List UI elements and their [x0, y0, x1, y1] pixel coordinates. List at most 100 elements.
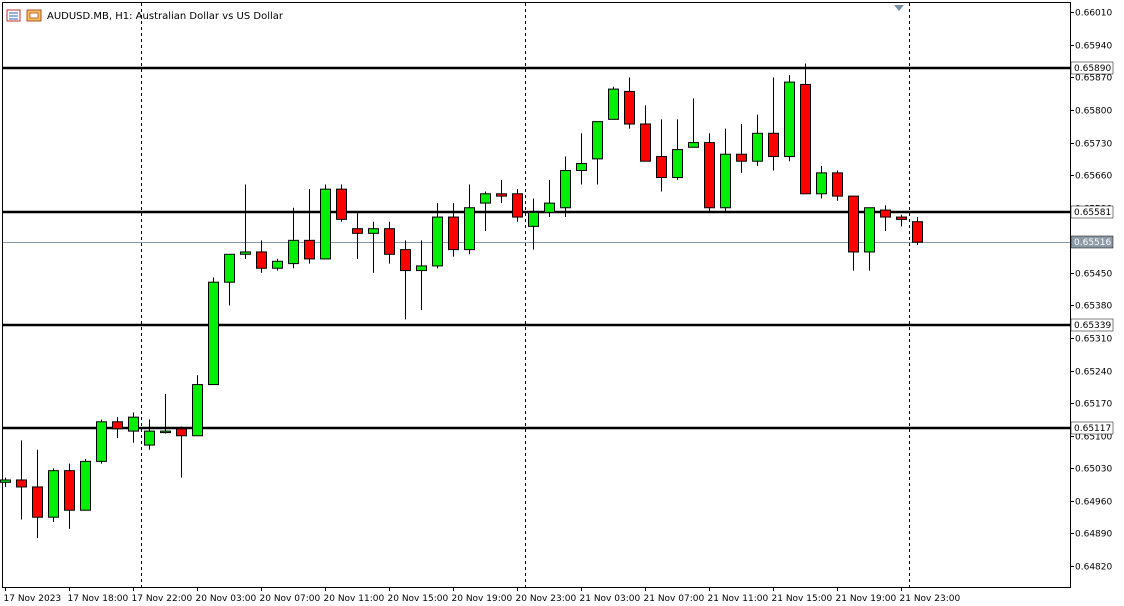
time-tick-label: 21 Nov 07:00: [644, 594, 705, 604]
candle-body: [608, 88, 619, 120]
candle-body: [48, 470, 59, 518]
price-tick-label: 0.65450: [1075, 270, 1112, 280]
candle-body: [320, 188, 331, 260]
candle-body: [176, 428, 187, 437]
candle: [864, 207, 875, 271]
candle-body: [544, 202, 555, 213]
candle-body: [848, 195, 859, 253]
candle: [320, 184, 331, 260]
candle-body: [112, 421, 123, 430]
level-price-tag: 0.65890: [1070, 61, 1114, 75]
candle-body: [160, 430, 171, 434]
candle: [256, 240, 267, 273]
candle: [416, 240, 427, 311]
candle: [112, 417, 123, 439]
candle: [16, 440, 27, 520]
candle: [160, 393, 171, 434]
time-tick-label: 20 Nov 19:00: [452, 594, 513, 604]
candle: [128, 412, 139, 443]
candle: [800, 63, 811, 195]
candle: [816, 165, 827, 199]
candle: [32, 449, 43, 539]
candle: [704, 133, 715, 213]
price-tick-label: 0.64820: [1075, 563, 1112, 573]
candle: [512, 189, 523, 222]
candle: [848, 195, 859, 271]
candle-body: [96, 421, 107, 462]
candle-body: [144, 430, 155, 446]
candle: [96, 419, 107, 464]
time-scale: 17 Nov 2023 17 Nov 18:00 17 Nov 22:00 20 No…: [4, 587, 961, 604]
candle-body: [720, 153, 731, 209]
candle-body: [528, 211, 539, 227]
candle-body: [832, 172, 843, 197]
candle-body: [768, 132, 779, 158]
price-tick-label: 0.65730: [1075, 140, 1112, 150]
candle-body: [592, 121, 603, 160]
price-tags: 0.65890 0.65581 0.65339 0.65117 0.65516: [1070, 61, 1114, 435]
candle: [432, 203, 443, 269]
price-scale: 0.66010 0.65940 0.65870 0.65800 0.65730 0.656…: [1070, 9, 1112, 573]
candle-body: [480, 193, 491, 204]
candle-body: [672, 149, 683, 179]
candle-body: [512, 193, 523, 218]
price-tick-label: 0.65660: [1075, 172, 1112, 182]
candle-body: [256, 251, 267, 269]
time-tick-label: 21 Nov 03:00: [580, 594, 641, 604]
candle: [288, 207, 299, 269]
price-tick-label: 0.65940: [1075, 42, 1112, 52]
candle: [544, 179, 555, 218]
price-tick-label: 0.65170: [1075, 400, 1112, 410]
candle: [368, 221, 379, 273]
time-tick-label: 17 Nov 22:00: [132, 594, 193, 604]
candle-body: [576, 163, 587, 172]
candle-body: [880, 209, 891, 218]
time-tick-label: 20 Nov 07:00: [260, 594, 321, 604]
candle: [48, 468, 59, 522]
plot-area[interactable]: [2, 2, 1071, 588]
candle: [144, 419, 155, 450]
time-tick-label: 21 Nov 23:00: [900, 594, 961, 604]
price-tick-label: 0.64890: [1075, 530, 1112, 540]
candles: [0, 63, 923, 539]
candle: [400, 240, 411, 320]
candle-body: [896, 216, 907, 220]
candle: [192, 375, 203, 437]
candle: [80, 459, 91, 511]
candle: [0, 477, 11, 487]
candle: [480, 191, 491, 232]
price-tick-label: 0.65800: [1075, 107, 1112, 117]
chart-header: AUDUSD.MB, H1: Australian Dollar vs US D…: [6, 9, 284, 22]
price-tick-label: 0.65240: [1075, 368, 1112, 378]
candle: [448, 203, 459, 257]
candle-body: [816, 172, 827, 195]
candle-body: [736, 153, 747, 162]
candle: [224, 253, 235, 306]
candle: [832, 170, 843, 201]
candle-body: [224, 253, 235, 283]
candle: [240, 184, 251, 259]
candle-body: [368, 228, 379, 234]
candle: [880, 205, 891, 232]
candle: [672, 119, 683, 180]
chart-shift-marker-icon[interactable]: [894, 5, 904, 11]
chart-window-icon[interactable]: [26, 9, 42, 22]
candle-body: [352, 228, 363, 234]
candle-body: [640, 123, 651, 162]
candle-body: [80, 460, 91, 511]
time-tick-label: 17 Nov 2023: [4, 594, 62, 604]
candle: [352, 212, 363, 259]
candle: [768, 77, 779, 171]
candle-body: [192, 384, 203, 437]
candle: [464, 184, 475, 255]
time-tick-label: 17 Nov 18:00: [68, 594, 129, 604]
chart-list-icon[interactable]: [6, 9, 21, 22]
price-tick-label: 0.65100: [1075, 433, 1112, 443]
level-price-tag: 0.65117: [1070, 421, 1114, 435]
period-separators: [141, 3, 910, 587]
candle: [176, 426, 187, 478]
time-tick-label: 21 Nov 11:00: [708, 594, 769, 604]
candle: [736, 123, 747, 173]
